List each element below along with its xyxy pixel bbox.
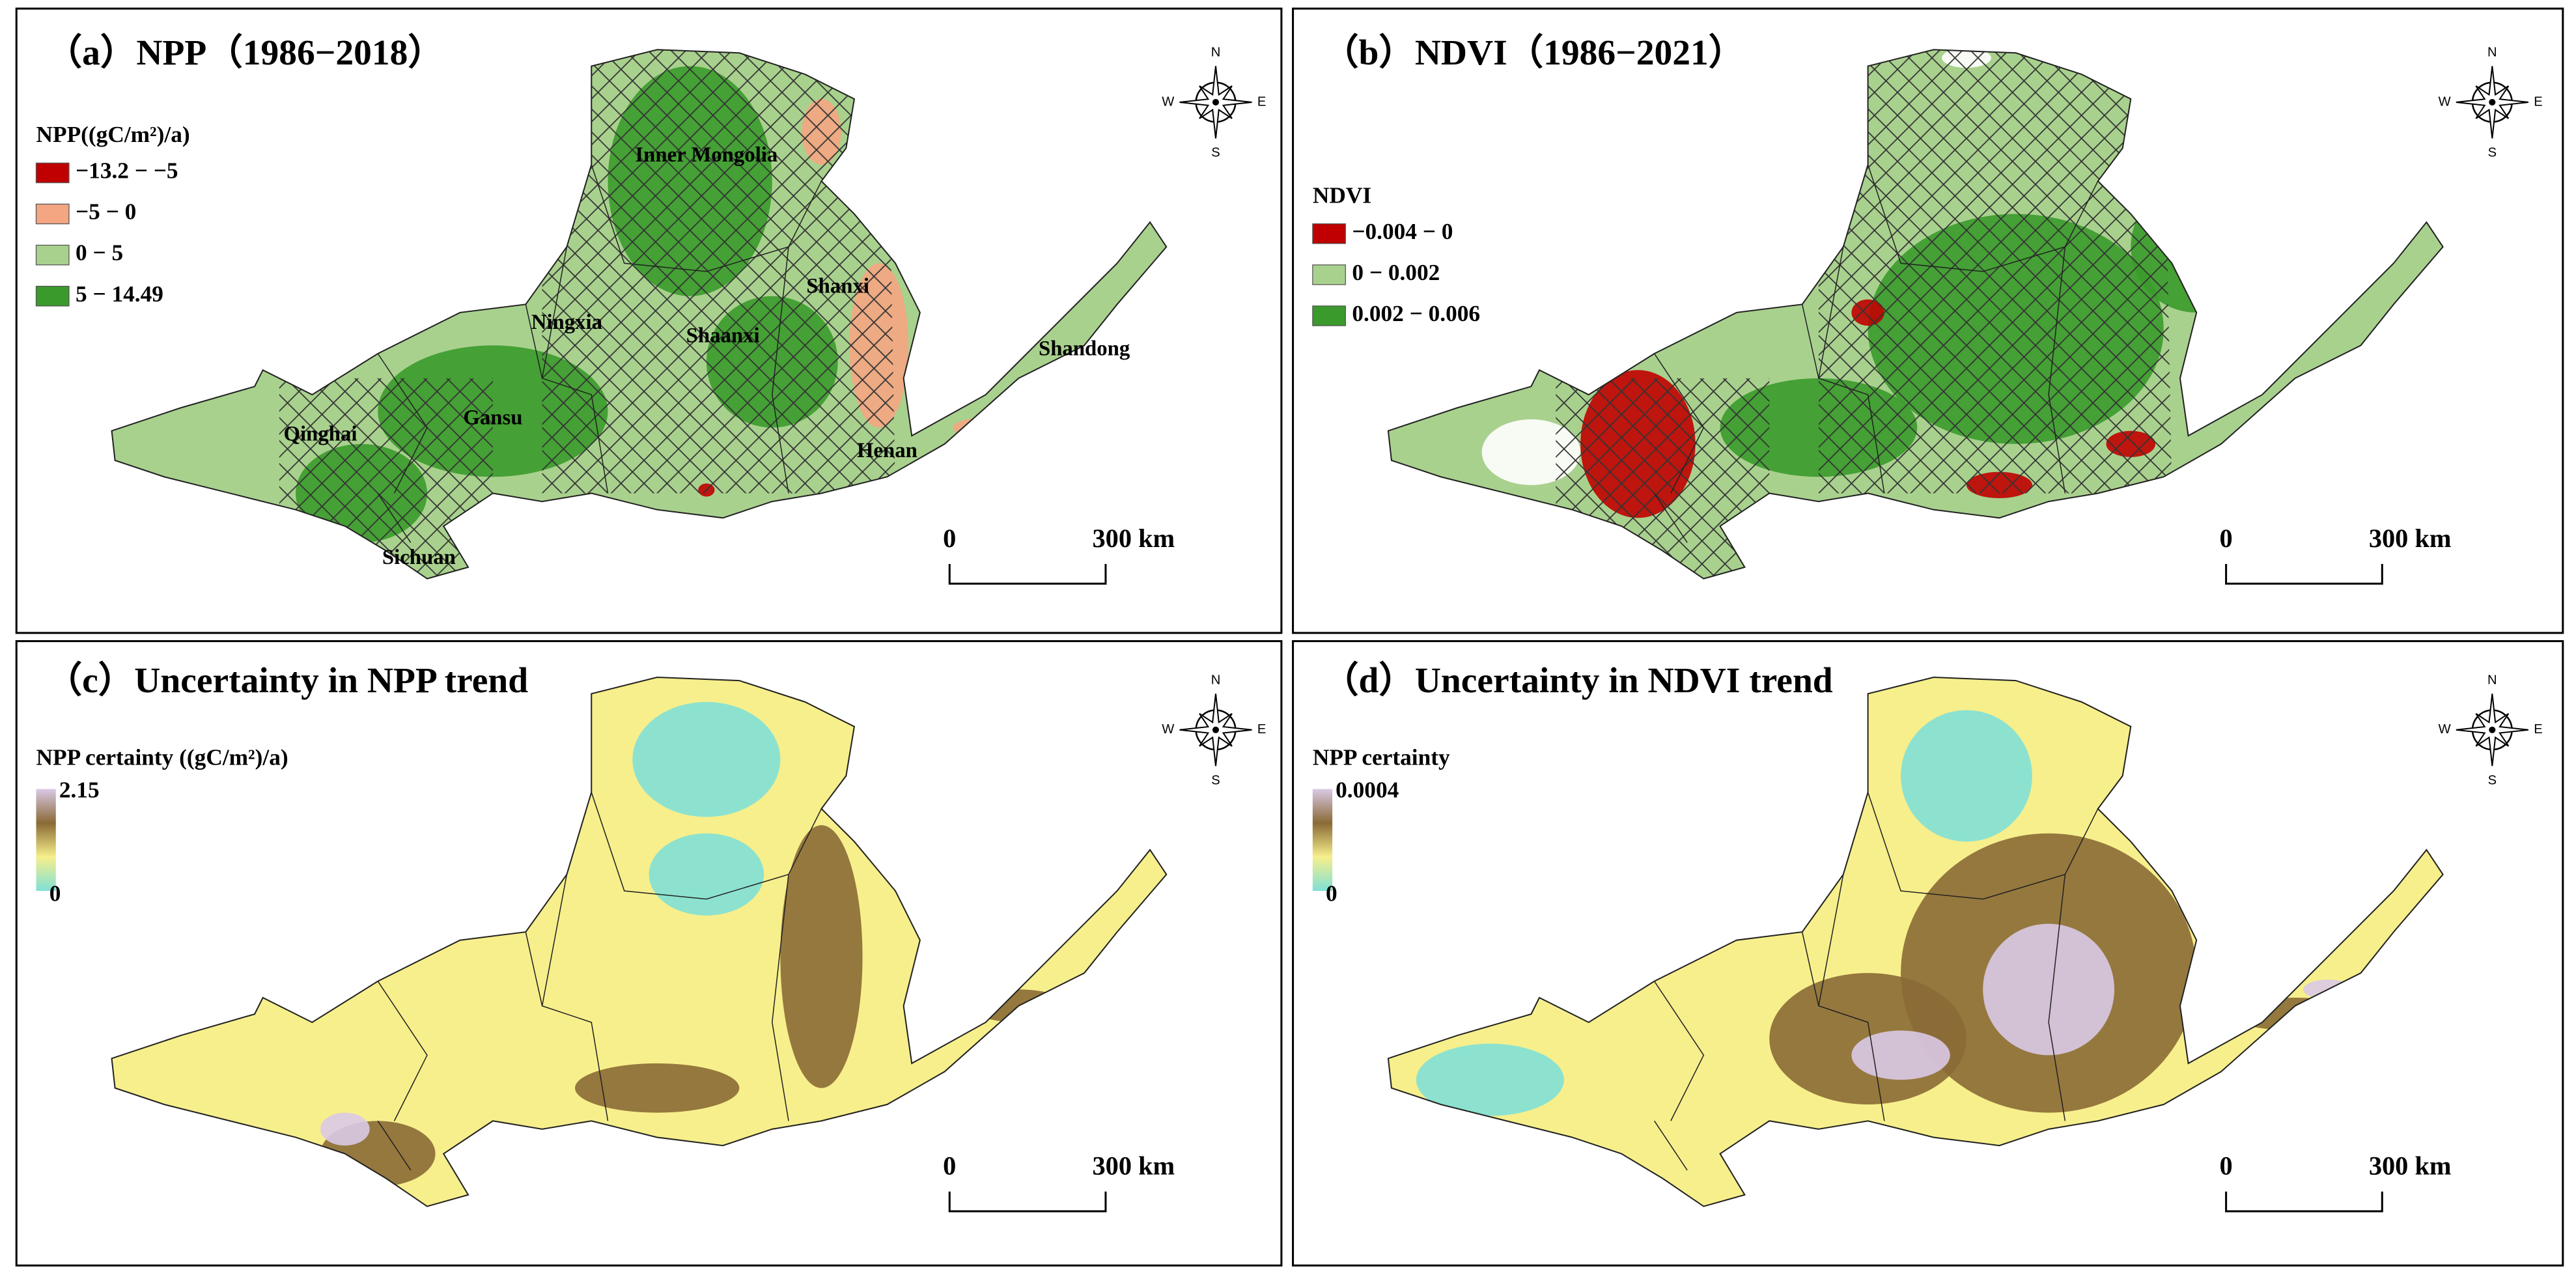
place-label: Ningxia	[531, 311, 602, 334]
compass-label: N	[1211, 46, 1221, 60]
hatch-area	[1556, 49, 2172, 576]
legend-swatch	[1312, 305, 1346, 326]
hatch-area	[279, 49, 896, 576]
legend-label: −5 − 0	[76, 199, 136, 225]
scale-start: 0	[943, 524, 956, 553]
province-border	[1653, 792, 2099, 1171]
legend-swatch	[35, 162, 70, 184]
scale-end: 300 km	[1092, 524, 1175, 553]
map-patch	[1983, 923, 2115, 1056]
map-patch	[1416, 1043, 1564, 1116]
compass-label: N	[2487, 46, 2497, 60]
place-label: Gansu	[463, 406, 522, 429]
legend-swatch	[35, 203, 70, 225]
colorbar	[1312, 789, 1333, 892]
compass-label: E	[1257, 722, 1266, 737]
legend-title: NPP certainty ((gC/m²)/a)	[36, 744, 288, 770]
basin-map	[1388, 677, 2443, 1207]
colorbar	[36, 789, 56, 892]
scale-bar	[948, 1191, 1107, 1213]
compass-center	[1212, 726, 1220, 733]
scale-start: 0	[2220, 1151, 2233, 1181]
place-label: Shanxi	[806, 275, 869, 298]
legend-title: NPP((gC/m²)/a)	[36, 122, 190, 147]
basin-fill	[111, 677, 1167, 1207]
legend-title: NPP certainty	[1313, 744, 1450, 770]
legend-swatch	[35, 285, 70, 307]
compass-label: E	[1257, 94, 1266, 109]
scale-end: 300 km	[1092, 1151, 1175, 1181]
map-panel: （c）Uncertainty in NPP trend N S W E 0 300 km NP…	[36, 660, 1266, 1213]
compass-label: N	[2487, 673, 2497, 687]
province-border	[377, 164, 822, 543]
place-label: Shaanxi	[686, 324, 760, 347]
scale-bar	[2225, 563, 2383, 585]
scale-end: 300 km	[2369, 524, 2452, 553]
place-label: Henan	[857, 439, 917, 462]
place-label: Qinghai	[283, 423, 357, 446]
map-patch	[1851, 1030, 1950, 1080]
map-patch	[649, 833, 764, 916]
colorbar-max: 0.0004	[1336, 778, 1399, 803]
legend-label: 0 − 0.002	[1352, 260, 1440, 285]
colorbar-max: 2.15	[59, 778, 100, 803]
scale-end: 300 km	[2369, 1151, 2452, 1181]
place-label: Sichuan	[382, 546, 456, 569]
map-patch	[1901, 710, 2032, 842]
compass-label: W	[2439, 722, 2451, 737]
map-panel: （d）Uncertainty in NDVI trend N S W E 0 300 km N…	[1312, 660, 2543, 1213]
panel-title: （b）NDVI（1986−2021）	[1323, 33, 1744, 73]
map-panel: （a）NPP（1986−2018） N S W E 0 300 km NPP((gC/m²)/…	[35, 33, 1266, 585]
basin-map	[111, 49, 1167, 579]
province-border	[377, 792, 822, 1171]
compass-label: W	[2439, 94, 2451, 109]
legend-swatch	[1312, 223, 1346, 244]
legend-label: 0 − 5	[76, 240, 123, 266]
map-patch	[632, 701, 781, 817]
place-label: Inner Mongolia	[635, 143, 777, 167]
scale-start: 0	[943, 1151, 956, 1181]
legend-swatch	[1312, 264, 1346, 285]
scale-bar	[2225, 1191, 2383, 1213]
province-border	[1653, 164, 2099, 543]
legend-title: NDVI	[1313, 182, 1371, 208]
compass-label: S	[2488, 773, 2497, 787]
compass-center	[1212, 98, 1220, 106]
panel-title: （c）Uncertainty in NPP trend	[46, 660, 529, 701]
compass-label: S	[1211, 773, 1220, 787]
legend-label: 0.002 − 0.006	[1352, 301, 1480, 326]
map-patch	[320, 1112, 370, 1146]
map-patch	[1481, 419, 1581, 485]
compass-label: W	[1162, 722, 1174, 737]
legend-swatch	[35, 244, 70, 266]
colorbar-min: 0	[1326, 881, 1337, 907]
legend-label: −13.2 − −5	[76, 158, 178, 184]
map-patch	[780, 825, 863, 1088]
panel-title: （a）NPP（1986−2018）	[46, 33, 444, 73]
compass-label: S	[2488, 146, 2497, 160]
panel-title: （d）Uncertainty in NDVI trend	[1323, 660, 1833, 701]
compass-label: E	[2534, 722, 2542, 737]
map-panel: （b）NDVI（1986−2021） N S W E 0 300 km NDVI −0.004 …	[1312, 33, 2543, 585]
compass-label: N	[1211, 673, 1221, 687]
compass-label: W	[1162, 94, 1174, 109]
scale-start: 0	[2220, 524, 2233, 553]
basin-map	[1388, 49, 2443, 579]
legend-label: 5 − 14.49	[76, 281, 163, 307]
place-label: Shandong	[1039, 337, 1130, 360]
compass-label: E	[2534, 94, 2542, 109]
legend-label: −0.004 − 0	[1352, 219, 1453, 244]
colorbar-min: 0	[49, 881, 61, 907]
compass-label: S	[1211, 146, 1220, 160]
map-patch	[575, 1063, 740, 1113]
compass-center	[2489, 726, 2496, 733]
scale-bar	[948, 563, 1107, 585]
compass-center	[2489, 98, 2496, 106]
